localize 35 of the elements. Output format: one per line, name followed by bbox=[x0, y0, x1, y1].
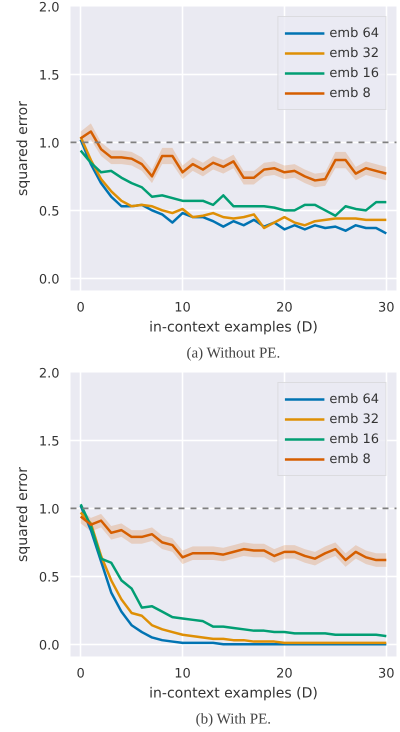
legend-label: emb 16 bbox=[329, 432, 379, 446]
x-axis-title: in-context examples (D) bbox=[149, 320, 318, 336]
x-axis-title: in-context examples (D) bbox=[149, 686, 318, 702]
line-series bbox=[79, 149, 388, 218]
text: (a) Without PE. bbox=[186, 346, 280, 362]
legend-label: emb 8 bbox=[329, 452, 371, 466]
legend-label: emb 64 bbox=[329, 392, 379, 406]
y-tick-label: 0.5 bbox=[38, 570, 60, 586]
line-series bbox=[79, 515, 388, 562]
legend-label: emb 32 bbox=[329, 412, 379, 426]
x-tick-label: 0 bbox=[76, 666, 85, 682]
x-tick-label: 10 bbox=[174, 300, 191, 316]
y-tick-label: 2.0 bbox=[38, 0, 60, 16]
y-tick-label: 2.0 bbox=[38, 366, 60, 382]
legend-label: emb 64 bbox=[329, 26, 379, 40]
legend-label: emb 16 bbox=[329, 66, 379, 80]
x-tick-label: 30 bbox=[378, 666, 395, 682]
y-tick-label: 1.5 bbox=[38, 434, 60, 450]
y-tick-label: 0.0 bbox=[38, 272, 60, 288]
y-tick-label: 1.5 bbox=[38, 68, 60, 84]
line-series bbox=[79, 130, 388, 182]
text: (b) With PE. bbox=[196, 712, 272, 728]
y-axis-title: squared error bbox=[14, 100, 31, 196]
x-tick-label: 0 bbox=[76, 300, 85, 316]
legend-label: emb 8 bbox=[329, 86, 371, 100]
y-tick-label: 0.5 bbox=[38, 204, 60, 220]
y-axis-title: squared error bbox=[14, 466, 31, 562]
x-tick-label: 20 bbox=[276, 666, 293, 682]
y-tick-label: 0.0 bbox=[38, 638, 60, 654]
x-tick-label: 10 bbox=[174, 666, 191, 682]
y-tick-label: 1.0 bbox=[38, 502, 60, 518]
legend-label: emb 32 bbox=[329, 46, 379, 60]
y-tick-label: 1.0 bbox=[38, 136, 60, 152]
x-tick-label: 20 bbox=[276, 300, 293, 316]
x-tick-label: 30 bbox=[378, 300, 395, 316]
